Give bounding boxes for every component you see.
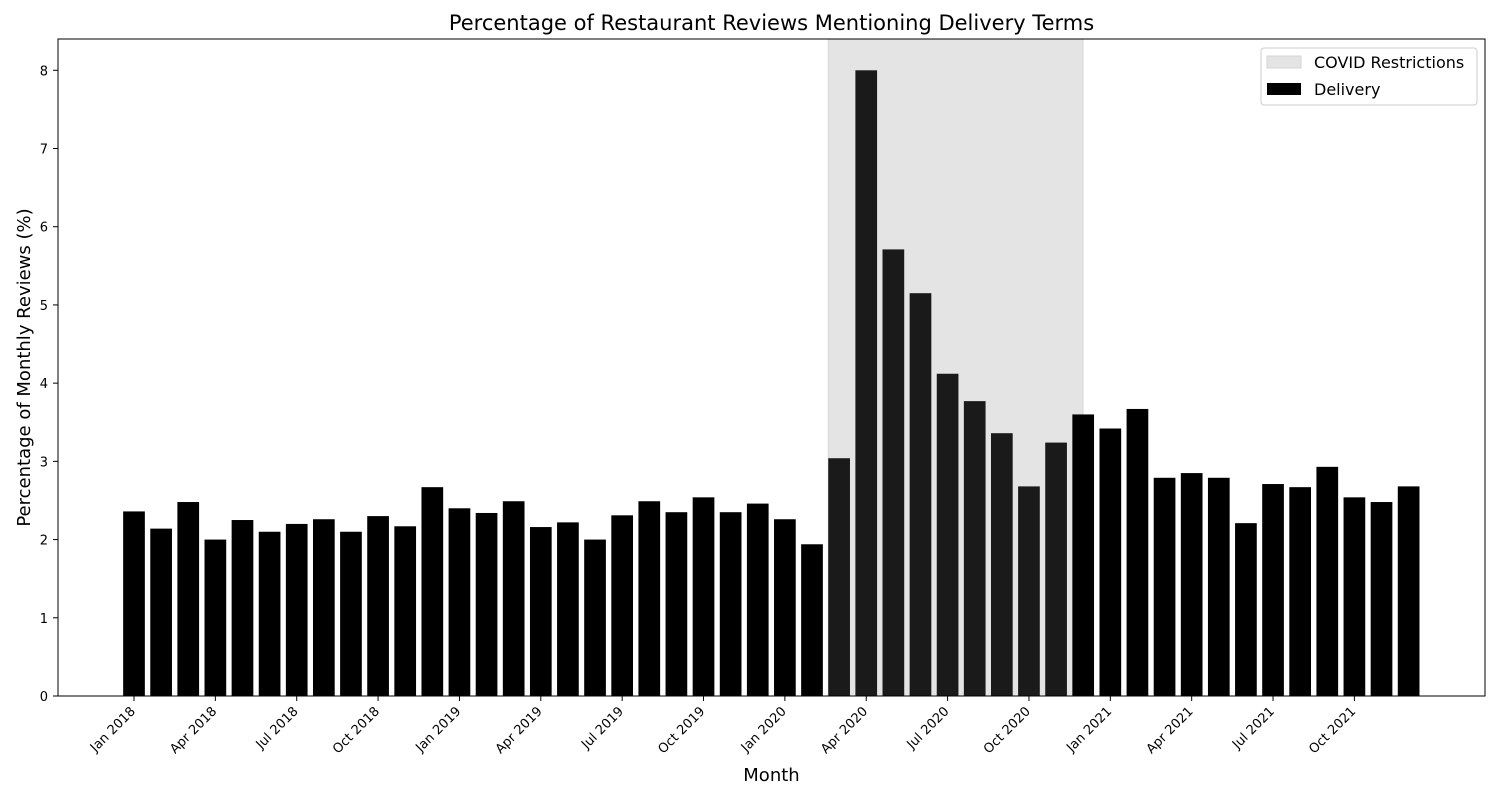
- bar-2019-01: [448, 508, 471, 696]
- legend-label-covid: COVID Restrictions: [1314, 53, 1464, 72]
- bar-2021-01: [1099, 428, 1122, 696]
- bar-2020-08: [963, 401, 986, 696]
- x-tick-label: Apr 2019: [493, 704, 546, 757]
- bar-2018-12: [421, 487, 444, 696]
- bar-2021-05: [1207, 477, 1230, 696]
- bar-2019-07: [611, 515, 634, 696]
- x-axis-title: Month: [743, 765, 799, 786]
- bar-2021-12: [1397, 486, 1420, 696]
- bar-2018-03: [177, 502, 200, 696]
- x-tick-label: Apr 2020: [818, 704, 871, 757]
- x-tick-label: Apr 2021: [1144, 704, 1197, 757]
- bar-2018-08: [312, 519, 335, 696]
- x-tick-label: Apr 2018: [167, 704, 220, 757]
- y-tick-label: 1: [40, 612, 48, 627]
- y-tick-label: 6: [40, 221, 48, 236]
- bar-2021-07: [1262, 484, 1284, 696]
- legend-label-delivery: Delivery: [1314, 80, 1380, 99]
- bar-2021-08: [1289, 487, 1312, 696]
- bar-2018-02: [150, 528, 172, 696]
- legend: COVID Restrictions Delivery: [1260, 47, 1478, 106]
- x-tick-label: Jul 2019: [578, 704, 627, 753]
- bar-2018-10: [367, 516, 389, 696]
- x-tick-label: Oct 2020: [981, 704, 1034, 757]
- bar-2019-02: [475, 512, 498, 696]
- bar-2021-11: [1370, 502, 1393, 696]
- bar-2020-06: [909, 293, 932, 696]
- x-tick-label: Jan 2021: [1063, 704, 1115, 756]
- bar-2019-10: [692, 497, 715, 696]
- y-tick-label: 0: [40, 690, 48, 705]
- bar-2019-12: [746, 503, 769, 696]
- bar-2019-06: [584, 539, 606, 696]
- bar-layer: [123, 70, 1420, 697]
- bar-2018-05: [231, 520, 254, 696]
- bar-2020-05: [882, 249, 905, 696]
- y-tick-label: 2: [40, 534, 48, 549]
- bar-2020-03: [828, 458, 850, 696]
- y-tick-label: 5: [40, 299, 48, 314]
- bar-2020-04: [855, 70, 878, 697]
- chart-title: Percentage of Restaurant Reviews Mention…: [449, 11, 1094, 35]
- x-tick-label: Oct 2019: [656, 704, 709, 757]
- bar-2019-05: [557, 522, 579, 696]
- y-tick-label: 4: [40, 377, 48, 392]
- bar-2020-09: [990, 433, 1013, 696]
- x-tick-label: Jan 2019: [412, 704, 464, 756]
- bar-2018-09: [340, 531, 362, 696]
- bar-2021-06: [1235, 523, 1257, 696]
- bar-2018-11: [394, 526, 417, 696]
- bar-2021-10: [1343, 497, 1366, 696]
- bar-2021-04: [1180, 473, 1203, 696]
- x-tick-label: Oct 2018: [330, 704, 383, 757]
- x-tick-label: Jul 2021: [1229, 704, 1278, 753]
- y-tick-label: 7: [40, 143, 48, 158]
- bar-2019-03: [502, 501, 525, 696]
- x-tick-label: Jan 2018: [87, 704, 139, 756]
- bar-2020-10: [1018, 486, 1040, 696]
- y-tick-label: 3: [40, 455, 48, 470]
- bar-2018-04: [204, 539, 227, 696]
- bar-2019-09: [665, 512, 688, 696]
- plot-frame: [57, 38, 1486, 697]
- bar-2020-07: [936, 373, 959, 696]
- legend-swatch-covid: [1266, 55, 1302, 69]
- bar-2020-02: [801, 544, 823, 696]
- bar-2021-03: [1153, 477, 1176, 696]
- bar-2018-01: [123, 511, 145, 696]
- x-tick-label: Jul 2020: [904, 704, 953, 753]
- legend-box: [1260, 47, 1478, 106]
- bar-2020-01: [774, 519, 796, 696]
- x-tick-label: Oct 2021: [1306, 704, 1359, 757]
- bar-2018-07: [285, 523, 308, 696]
- y-axis: 0 1 2 3 4 5 6 7 8: [40, 64, 58, 705]
- bar-2021-02: [1126, 408, 1149, 696]
- legend-swatch-delivery: [1267, 83, 1301, 95]
- bar-2021-09: [1316, 466, 1339, 696]
- bar-2019-11: [719, 512, 742, 696]
- bar-2019-04: [529, 527, 552, 696]
- bar-2018-06: [258, 531, 281, 696]
- y-axis-title: Percentage of Monthly Reviews (%): [14, 208, 35, 526]
- bar-2020-11: [1045, 442, 1067, 696]
- bar-2020-12: [1072, 414, 1095, 696]
- y-tick-label: 8: [40, 64, 48, 79]
- x-tick-label: Jul 2018: [253, 704, 302, 753]
- x-tick-label: Jan 2020: [738, 704, 790, 756]
- x-axis: Jan 2018 Apr 2018 Jul 2018 Oct 2018 Jan 2019…: [87, 696, 1359, 757]
- bar-2019-08: [638, 501, 661, 696]
